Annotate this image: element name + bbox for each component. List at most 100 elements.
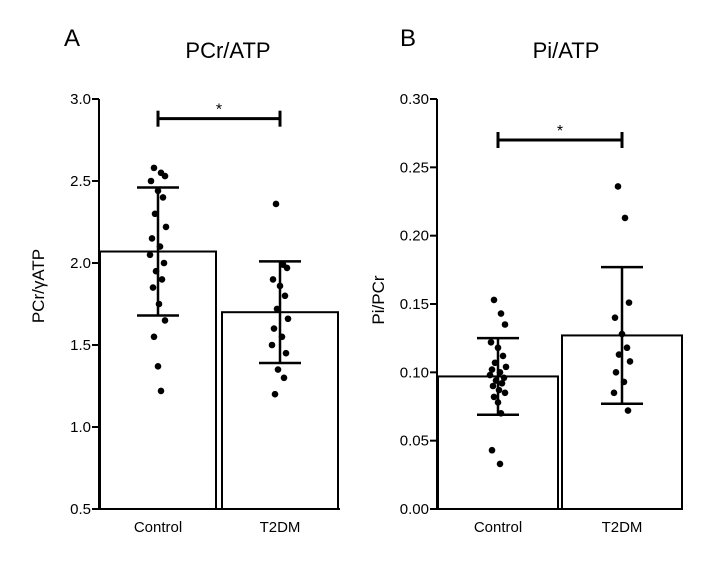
y-tick-label: 0.00 [400, 501, 429, 518]
data-point [497, 410, 505, 417]
data-point [490, 393, 498, 401]
data-point [148, 235, 156, 242]
data-point [154, 363, 162, 370]
data-point [626, 358, 634, 365]
y-tick-label: 2.5 [70, 173, 91, 190]
data-point [624, 407, 632, 414]
data-point [271, 390, 279, 398]
data-point [501, 321, 509, 328]
data-point [280, 374, 288, 382]
data-point [492, 377, 500, 384]
data-point [273, 305, 281, 313]
data-point [614, 183, 622, 190]
data-point [270, 325, 278, 332]
x-tick-control: Control [134, 519, 182, 536]
data-point [612, 369, 620, 376]
data-point [487, 338, 495, 346]
panel-a: A PCr/ATP PCr/γATP 0.51.01.52.02.53.0 * … [29, 25, 340, 536]
bars [437, 334, 683, 510]
data-point [501, 389, 509, 397]
data-point [158, 276, 166, 283]
data-point [496, 460, 504, 468]
y-tick-label: 0.30 [400, 91, 429, 108]
significance-bracket: * [496, 123, 624, 148]
data-point [159, 194, 167, 201]
data-point [284, 315, 292, 323]
data-point [156, 243, 164, 250]
data-point [274, 366, 282, 373]
data-point [494, 344, 502, 352]
data-point [150, 333, 158, 341]
y-tick-label: 0.25 [400, 159, 429, 176]
data-point [497, 310, 505, 317]
x-tick-control: Control [474, 519, 522, 536]
data-point [161, 172, 169, 180]
data-point [150, 164, 158, 172]
data-point [498, 379, 506, 387]
data-point [276, 282, 284, 290]
data-point [610, 389, 618, 397]
data-point [623, 344, 631, 352]
data-point [495, 386, 503, 394]
data-point [281, 292, 289, 300]
y-tick-label: 0.20 [400, 228, 429, 245]
data-point [496, 369, 504, 376]
data-point [621, 214, 629, 222]
data-point [615, 351, 623, 358]
data-point [161, 317, 169, 324]
significance-star: * [557, 123, 563, 140]
y-ticks: 0.5 1.0 1.5 2.0 2.5 3.0 [70, 91, 99, 518]
data-points [146, 164, 292, 398]
y-tick-label: 0.10 [400, 364, 429, 381]
data-point [494, 399, 502, 406]
data-point [151, 210, 159, 218]
panel-label: A [64, 25, 80, 52]
data-point [499, 352, 507, 360]
data-points [486, 183, 634, 468]
y-tick-label: 0.05 [400, 433, 429, 450]
chart-title: Pi/ATP [533, 38, 600, 63]
data-point [488, 446, 496, 454]
y-ticks: 0.00 0.05 0.10 0.15 0.20 0.25 0.30 [400, 91, 437, 518]
panel-b: B Pi/ATP Pi/PCr 0.00 0.05 0.10 0.15 0.20 0.25… [369, 25, 683, 536]
data-point [147, 177, 155, 185]
data-point [154, 187, 162, 195]
data-point [282, 349, 290, 357]
data-point [489, 382, 497, 390]
x-tick-t2dm: T2DM [260, 519, 301, 536]
data-point [268, 341, 276, 349]
y-tick-label: 0.15 [400, 296, 429, 313]
y-tick-label: 3.0 [70, 91, 91, 108]
data-point [160, 259, 168, 267]
data-point [502, 363, 510, 371]
data-point [486, 371, 494, 379]
bars [99, 250, 339, 511]
data-point [488, 366, 496, 373]
y-tick-label: 1.5 [70, 337, 91, 354]
data-point [490, 296, 498, 304]
data-point [269, 276, 277, 283]
data-point [283, 264, 291, 272]
y-tick-label: 1.0 [70, 419, 91, 436]
y-axis-label: Pi/PCr [369, 275, 388, 324]
y-tick-label: 2.0 [70, 255, 91, 272]
data-point [625, 299, 633, 306]
data-point [620, 378, 628, 386]
significance-bracket: * [156, 102, 282, 127]
data-point [618, 330, 626, 338]
chart-title: PCr/ATP [185, 38, 270, 63]
data-point [155, 300, 163, 308]
data-point [272, 200, 280, 208]
data-point [152, 267, 160, 275]
data-point [278, 333, 286, 341]
panel-label: B [400, 25, 416, 52]
data-point [611, 314, 619, 321]
x-tick-t2dm: T2DM [602, 519, 643, 536]
data-point [146, 251, 154, 259]
data-point [157, 387, 165, 395]
y-tick-label: 0.5 [70, 501, 91, 518]
data-point [149, 284, 157, 291]
significance-star: * [216, 102, 222, 119]
data-point [162, 223, 170, 231]
